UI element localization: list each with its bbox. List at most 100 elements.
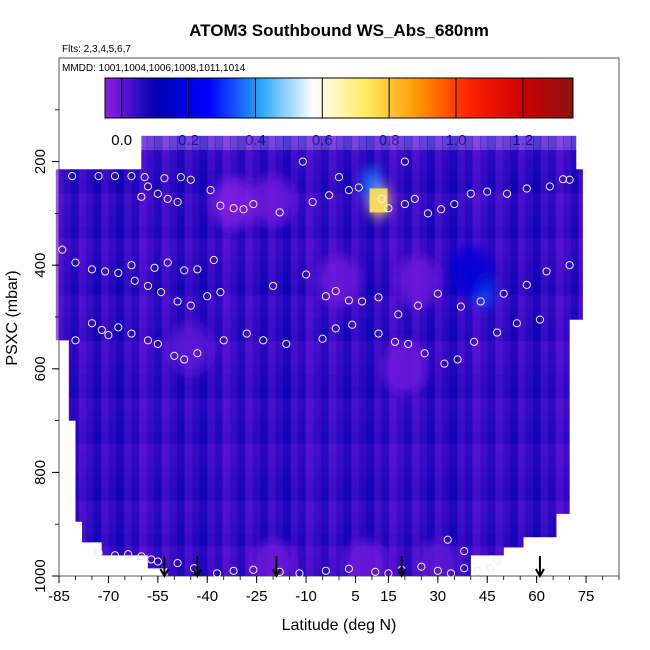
heatmap-stripe [93, 135, 102, 576]
heatmap-stripe [517, 135, 527, 576]
sample-point [410, 194, 419, 203]
sample-point [344, 564, 353, 573]
sample-point [308, 197, 317, 207]
heatmap-stripe [222, 135, 231, 576]
heatmap-patch [382, 342, 427, 395]
heatmap-stripe [116, 135, 125, 576]
sample-point [275, 208, 284, 217]
heatmap-stripe [510, 135, 519, 576]
sample-point [101, 267, 110, 276]
heatmap-stripe [525, 135, 534, 576]
sample-point [512, 319, 521, 328]
sample-point [143, 281, 153, 291]
sample-point [110, 172, 120, 181]
sample-point [325, 191, 334, 200]
heatmap-stripe [495, 135, 504, 576]
x-tick-label: -40 [196, 588, 218, 605]
sample-point [209, 255, 218, 265]
heatmap-stripe [245, 135, 254, 576]
sample-point [186, 301, 195, 310]
sample-point [400, 157, 409, 166]
sample-point [301, 270, 311, 279]
y-tick-label: 1000 [32, 559, 49, 592]
sample-point [97, 325, 106, 335]
heatmap-stripe [154, 135, 163, 576]
heatmap-stripe [214, 135, 223, 576]
heatmap-stripe [123, 135, 133, 576]
sample-point [203, 292, 212, 301]
heatmap-row [59, 169, 583, 182]
x-tick-label: 75 [578, 588, 595, 605]
sample-point [259, 336, 268, 345]
heatmap-patch [415, 539, 460, 576]
heatmap-row [59, 386, 583, 399]
heatmap-stripe [343, 135, 352, 576]
colorbar-gradient [104, 77, 574, 119]
heatmap-row [59, 443, 583, 456]
heatmap-stripe [252, 135, 261, 576]
heatmap-stripe [139, 135, 148, 576]
flight-arrows [159, 556, 545, 579]
heatmap-row [59, 557, 583, 570]
heatmap-stripe [229, 135, 239, 576]
x-tick-label: -25 [246, 588, 268, 605]
sample-point [502, 189, 512, 198]
sample-point [565, 175, 574, 184]
sample-point [282, 339, 291, 349]
y-tick-label: 800 [32, 460, 49, 485]
heatmap-stripe [548, 135, 557, 576]
heatmap-row [59, 534, 583, 547]
sample-point [453, 355, 462, 364]
sample-point [493, 328, 502, 337]
heatmap-row [59, 363, 583, 376]
sample-point [153, 189, 162, 198]
sample-point [213, 569, 222, 578]
sample-point [153, 339, 162, 349]
sample-point [394, 310, 403, 319]
heatmap-row [59, 545, 583, 558]
x-tick-label: 15 [380, 588, 397, 605]
heatmap-stripe [320, 135, 330, 576]
heatmap-stripe [487, 135, 496, 576]
sample-point [216, 201, 225, 210]
sample-point [114, 268, 123, 278]
sample-point [229, 204, 238, 213]
sample-point [473, 566, 482, 575]
heatmap-stripe [351, 135, 360, 576]
heatmap-row [59, 488, 583, 501]
heatmap-stripe [146, 135, 155, 576]
sample-point [186, 175, 195, 184]
heatmap-row [59, 318, 583, 330]
heatmap-stripe [267, 135, 277, 576]
heatmap-row [59, 409, 583, 422]
sample-point [130, 276, 139, 285]
heatmap-row [59, 238, 583, 251]
heatmap-patch [396, 254, 441, 307]
heatmap-stripe [260, 135, 269, 576]
heatmap-row [59, 158, 583, 171]
heatmap-stripe [426, 135, 436, 576]
sample-point [443, 535, 452, 544]
sample-point [180, 355, 189, 364]
heatmap-row [59, 500, 583, 513]
sample-point [377, 194, 386, 203]
sample-point [157, 288, 166, 297]
sample-point [400, 199, 409, 209]
sample-point [384, 204, 393, 213]
heatmap-stripe [237, 135, 246, 576]
sample-point [456, 302, 465, 311]
sample-point [522, 184, 531, 193]
sample-point [137, 192, 146, 201]
x-tick-label: -70 [98, 588, 120, 605]
sample-point [153, 557, 162, 566]
heatmap-stripe [336, 135, 345, 576]
heatmap-row [59, 306, 583, 319]
x-axis: -85 -70 -55 -40 -25 -10 5 15 30 45 60 75 [48, 576, 620, 605]
heatmap-row [59, 135, 583, 148]
heatmap-stripe [358, 135, 367, 576]
heatmap-stripe [283, 135, 292, 576]
heatmap-stripe [161, 135, 170, 576]
x-tick-label: 60 [528, 588, 545, 605]
sample-point [127, 172, 136, 181]
